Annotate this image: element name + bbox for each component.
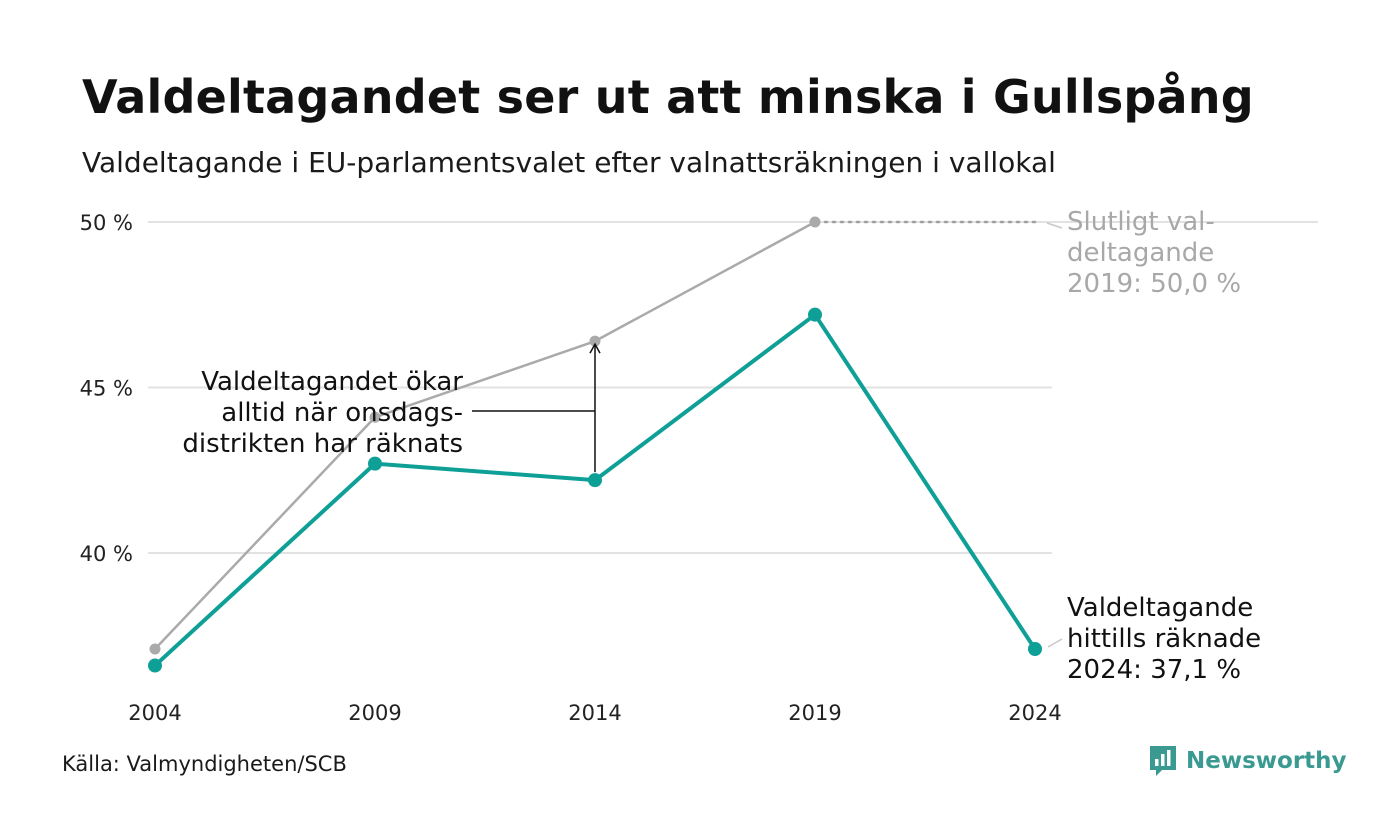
annotation-gap: Valdeltagandet ökar alltid när onsdags-di… [182,367,463,459]
point-final-2004 [149,643,161,655]
y-tick-label-40: 40 % [80,542,133,566]
point-preliminary-2014 [588,473,602,488]
x-tick-label-2009: 2009 [348,701,401,725]
point-preliminary-2009 [368,456,382,471]
point-preliminary-2019 [808,307,822,322]
point-final-2014 [589,335,601,347]
chart-title: Valdeltagandet ser ut att minska i Gulls… [82,70,1254,124]
y-tick-label-50: 50 % [80,211,133,235]
gap-arrowhead [589,342,601,354]
series-line-final [154,220,816,650]
point-final-2019 [809,216,821,228]
point-preliminary-2004 [148,658,162,673]
preliminary-annotation-tick [1047,638,1063,648]
x-tick-label-2024: 2024 [1008,701,1061,725]
x-tick-label-2014: 2014 [568,701,621,725]
brand-name: Newsworthy [1186,748,1347,774]
x-tick-label-2019: 2019 [788,701,841,725]
y-tick-label-45: 45 % [80,377,133,401]
brand-logo: Newsworthy [1148,744,1347,778]
newsworthy-logo-icon [1150,746,1176,776]
final-annotation-tick [1046,222,1063,229]
annotation-preliminary-2024: Valdeltagande hittills räknade 2024: 37,1 … [1067,593,1261,685]
source-note: Källa: Valmyndigheten/SCB [62,752,347,776]
point-final-2009 [369,411,381,423]
annotation-final-2019: Slutligt val-deltagande 2019: 50,0 % [1067,207,1241,299]
point-preliminary-2024 [1028,641,1042,656]
chart-subtitle: Valdeltagande i EU-parlamentsvalet efter… [82,146,1056,179]
x-tick-label-2004: 2004 [128,701,181,725]
